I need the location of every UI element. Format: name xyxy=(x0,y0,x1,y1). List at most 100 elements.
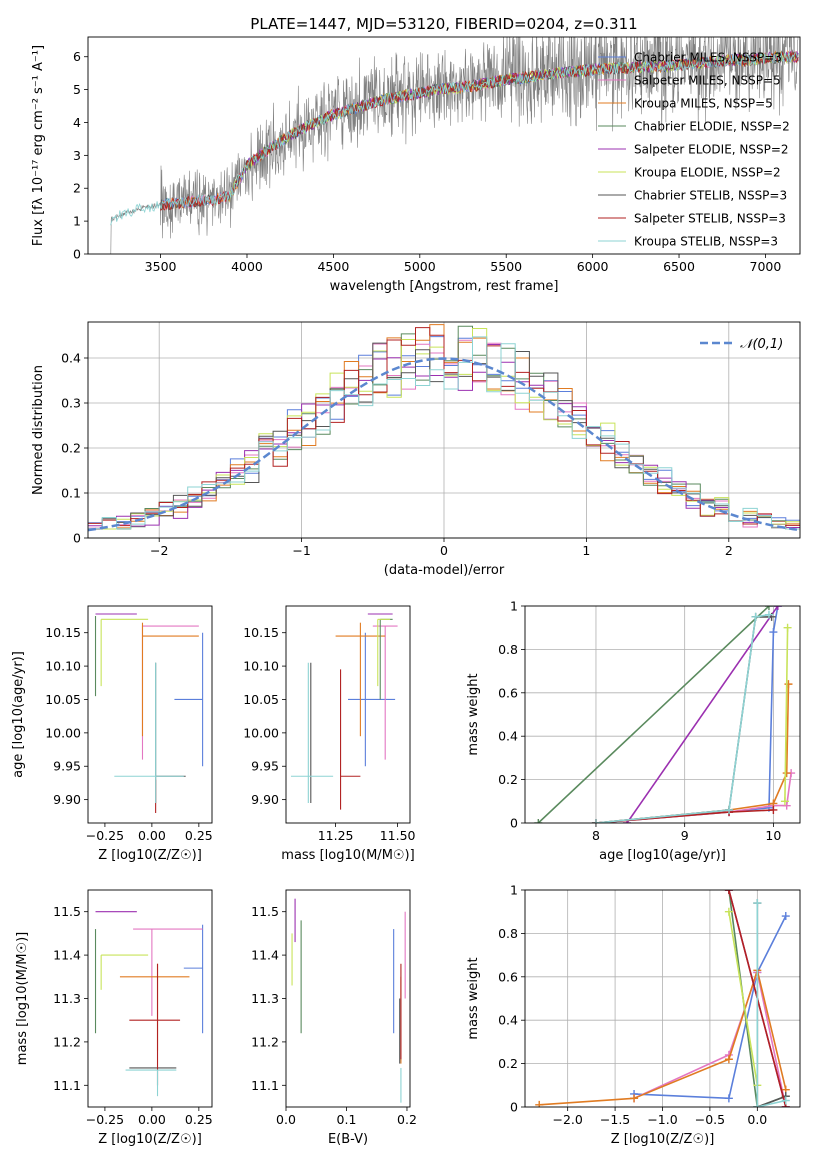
weight-marker-5 xyxy=(724,907,733,916)
x-axis-label: Z [log10(Z/Z☉)] xyxy=(98,1132,202,1147)
x-axis-label: mass [log10(M/M☉)] xyxy=(281,848,414,863)
y-tick-label: 10.00 xyxy=(45,725,81,740)
residuals-plot-area xyxy=(88,324,800,532)
x-tick-label: 0.00 xyxy=(138,828,166,843)
x-tick-label: −0.25 xyxy=(86,1112,124,1127)
y-axis-label: mass weight xyxy=(466,673,481,755)
x-tick-label: −0.25 xyxy=(86,828,124,843)
y-tick-label: 0.4 xyxy=(498,1013,518,1028)
y-tick-label: 9.90 xyxy=(53,792,81,807)
mass-vs-Z-plot-area xyxy=(94,911,204,1097)
weight-line-8 xyxy=(595,613,770,823)
y-tick-label: 10.15 xyxy=(243,625,279,640)
age-vs-mass-panel: 11.25 11.50 9.90 9.95 10.00 10.05 10.10 10.15 ma… xyxy=(243,605,416,863)
weight-line-2 xyxy=(595,684,790,823)
axes-frame xyxy=(285,889,411,1108)
weight-marker-8 xyxy=(753,899,762,908)
x-tick-label: 0.0 xyxy=(276,1112,296,1127)
y-tick-label: 0.2 xyxy=(498,772,518,787)
legend-label-normal: 𝒩(0,1) xyxy=(740,337,783,352)
spectrum-plot-area xyxy=(110,37,799,254)
axes-frame xyxy=(87,321,801,539)
weight-marker-2 xyxy=(630,1094,639,1103)
x-tick-label: −0.5 xyxy=(695,1112,725,1127)
y-tick-label: 0.1 xyxy=(61,486,81,501)
y-tick-label: 0.4 xyxy=(61,351,81,366)
y-axis-label: age [log10(age/yr)] xyxy=(11,651,26,778)
weight-line-8 xyxy=(756,903,786,1107)
y-tick-label: 11.1 xyxy=(251,1078,279,1093)
weight-marker-0 xyxy=(781,912,790,921)
x-axis-label: age [log10(age/yr)] xyxy=(599,848,726,863)
x-tick-label: 0.25 xyxy=(185,1112,213,1127)
mass-vs-EBV-panel: 0.0 0.1 0.2 11.1 11.2 11.3 11.4 11.5 E(B-V) xyxy=(251,889,417,1147)
y-tick-label: 10.00 xyxy=(243,725,279,740)
x-axis-label: (data-model)/error xyxy=(384,563,505,578)
weight-marker-2 xyxy=(535,1100,544,1107)
weight-line-5 xyxy=(784,627,789,802)
x-tick-label: 5500 xyxy=(490,259,522,274)
histogram-step-7 xyxy=(88,327,800,528)
mass-vs-EBV-plot-area xyxy=(291,898,406,1103)
y-tick-label: 10.05 xyxy=(45,692,81,707)
x-tick-label: 2 xyxy=(725,543,733,558)
y-tick-label: 1 xyxy=(510,599,518,614)
weight-marker-0 xyxy=(769,628,778,637)
weight-vs-age-panel: 8 9 10 0 0.2 0.4 0.6 0.8 1 age [log10(age/yr)] mas… xyxy=(466,599,801,863)
model-spectrum-line-8 xyxy=(110,52,799,226)
y-tick-label: 0.3 xyxy=(61,396,81,411)
y-tick-label: 3 xyxy=(73,148,81,163)
y-tick-label: 11.3 xyxy=(53,991,81,1006)
x-tick-label: 0.25 xyxy=(185,828,213,843)
axes-frame xyxy=(87,605,213,824)
legend-label-6: Chabrier STELIB, NSSP=3 xyxy=(634,189,787,203)
weight-marker-0 xyxy=(724,1094,733,1103)
y-tick-label: 0.6 xyxy=(498,685,518,700)
x-axis-label: Z [log10(Z/Z☉)] xyxy=(98,848,202,863)
x-axis-label: wavelength [Angstrom, rest frame] xyxy=(330,279,559,294)
y-tick-label: 0.2 xyxy=(498,1056,518,1071)
weight-vs-Z-plot-area xyxy=(535,890,790,1107)
chart-title: PLATE=1447, MJD=53120, FIBERID=0204, z=0… xyxy=(250,15,637,33)
legend-label-0: Chabrier MILES, NSSP=3 xyxy=(634,51,782,65)
axes-frame xyxy=(87,889,213,1108)
x-tick-label: 5000 xyxy=(404,259,436,274)
y-tick-label: 11.1 xyxy=(53,1078,81,1093)
y-axis-label: Flux [fλ 10⁻¹⁷ erg cm⁻² s⁻¹ A⁻¹] xyxy=(31,45,46,246)
y-tick-label: 9.90 xyxy=(251,792,279,807)
y-tick-label: 10.10 xyxy=(243,659,279,674)
weight-marker-7 xyxy=(724,890,733,894)
y-axis-label: Normed distribution xyxy=(31,365,46,495)
y-tick-label: 11.2 xyxy=(53,1034,81,1049)
spectrum-panel: 3500 4000 4500 5000 5500 6000 6500 7000 0 1 2 3 4 5 6 w… xyxy=(31,15,801,294)
y-axis-label: mass weight xyxy=(466,957,481,1039)
weight-line-5 xyxy=(728,911,759,1086)
y-tick-label: 0.4 xyxy=(498,729,518,744)
weight-marker-4 xyxy=(773,606,782,610)
legend-label-1: Salpeter MILES, NSSP=5 xyxy=(634,74,781,88)
legend-label-3: Chabrier ELODIE, NSSP=2 xyxy=(634,120,790,134)
legend-label-5: Kroupa ELODIE, NSSP=2 xyxy=(634,166,781,180)
weight-vs-Z-panel: −2.0 −1.5 −1.0 −0.5 0.0 0 0.2 0.4 0.6 0.8 1 Z [log1… xyxy=(466,883,801,1147)
axes-frame xyxy=(524,605,801,824)
x-tick-label: −1.5 xyxy=(600,1112,630,1127)
weight-marker-8 xyxy=(725,805,734,814)
y-tick-label: 9.95 xyxy=(251,759,279,774)
weight-marker-2 xyxy=(724,1055,733,1064)
y-tick-label: 11.4 xyxy=(251,948,279,963)
y-tick-label: 2 xyxy=(73,181,81,196)
weight-marker-3 xyxy=(764,606,773,610)
x-tick-label: 9 xyxy=(681,828,689,843)
x-tick-label: −1.0 xyxy=(647,1112,677,1127)
y-tick-label: 0.8 xyxy=(498,642,518,657)
x-tick-label: 6000 xyxy=(577,259,609,274)
y-tick-label: 5 xyxy=(73,82,81,97)
x-tick-label: 0 xyxy=(440,543,448,558)
y-tick-label: 0 xyxy=(510,1100,518,1115)
y-axis-label: mass [log10(M/M☉)] xyxy=(15,932,30,1065)
x-tick-label: 11.25 xyxy=(318,828,354,843)
y-tick-label: 0.6 xyxy=(498,969,518,984)
legend: Chabrier MILES, NSSP=3 Salpeter MILES, NS… xyxy=(598,51,790,249)
age-vs-Z-plot-area xyxy=(94,613,204,813)
x-tick-label: 6500 xyxy=(663,259,695,274)
